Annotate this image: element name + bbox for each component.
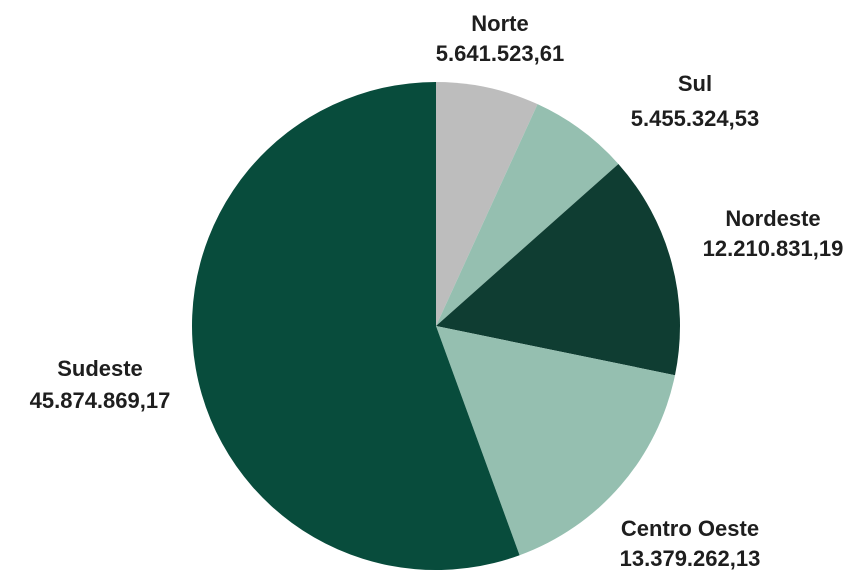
- pie-slice: [436, 326, 675, 556]
- slice-label: Nordeste: [725, 206, 820, 231]
- pie-slice: [191, 82, 520, 570]
- slice-label: Centro Oeste: [621, 516, 759, 541]
- slice-label: Sul: [678, 71, 712, 96]
- slice-label: Norte: [471, 11, 528, 36]
- slice-value: 5.455.324,53: [631, 106, 759, 131]
- slice-value: 45.874.869,17: [30, 388, 171, 413]
- slice-label: Sudeste: [57, 356, 143, 381]
- pie-slice: [436, 104, 619, 327]
- slice-value: 13.379.262,13: [620, 546, 761, 571]
- slice-value: 12.210.831,19: [703, 236, 844, 261]
- pie-slice: [436, 82, 538, 326]
- slice-value: 5.641.523,61: [436, 41, 564, 66]
- pie-slice: [436, 163, 680, 376]
